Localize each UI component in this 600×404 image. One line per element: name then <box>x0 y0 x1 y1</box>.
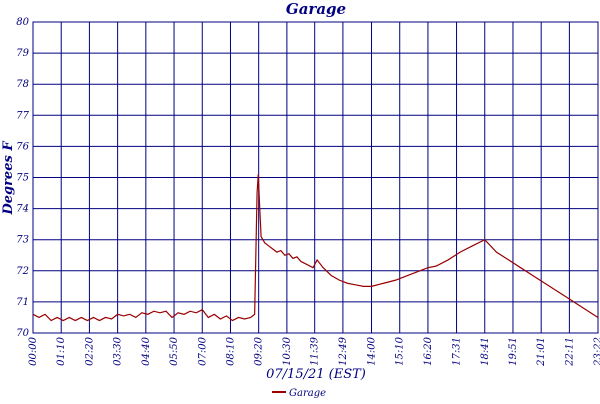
y-tick-label: 70 <box>16 328 29 339</box>
y-tick-label: 73 <box>16 235 29 246</box>
y-tick-label: 71 <box>16 297 29 308</box>
y-axis-title: Degrees F <box>1 141 16 216</box>
y-tick-label: 74 <box>16 204 29 215</box>
y-tick-label: 80 <box>16 17 29 28</box>
x-tick-label: 00:00 <box>28 336 39 365</box>
y-tick-label: 75 <box>16 173 29 184</box>
y-tick-label: 76 <box>16 141 29 152</box>
x-tick-label: 07:00 <box>197 336 208 365</box>
y-tick-label: 78 <box>16 79 29 90</box>
x-tick-label: 19:51 <box>508 337 519 366</box>
legend-label: Garage <box>289 388 326 399</box>
chart-title: Garage <box>286 0 346 18</box>
x-tick-label: 08:10 <box>225 336 236 365</box>
plot-frame <box>32 21 599 334</box>
x-tick-label: 22:11 <box>564 337 575 367</box>
x-tick-label: 23:22 <box>593 337 600 367</box>
x-axis-title: 07/15/21 (EST) <box>266 367 366 382</box>
x-tick-label: 15:10 <box>395 336 406 365</box>
x-tick-label: 14:00 <box>367 336 378 365</box>
x-tick-label: 01:10 <box>56 336 67 365</box>
x-tick-label: 10:30 <box>282 336 293 365</box>
x-tick-label: 04:40 <box>141 336 152 365</box>
x-tick-label: 18:41 <box>480 337 491 366</box>
data-line <box>32 174 599 322</box>
x-tick-label: 09:20 <box>254 336 265 365</box>
x-tick-label: 17:31 <box>452 337 463 366</box>
x-tick-label: 05:50 <box>169 336 180 365</box>
x-tick-label: 02:20 <box>84 336 95 365</box>
x-tick-label: 16:20 <box>423 336 434 365</box>
x-tick-label: 03:30 <box>113 336 124 365</box>
y-tick-label: 79 <box>16 48 29 59</box>
x-tick-label: 12:49 <box>338 336 349 365</box>
x-tick-label: 21:01 <box>536 337 547 367</box>
y-tick-label: 77 <box>16 110 29 121</box>
y-tick-label: 72 <box>16 266 29 277</box>
x-tick-label: 11:39 <box>310 336 321 365</box>
